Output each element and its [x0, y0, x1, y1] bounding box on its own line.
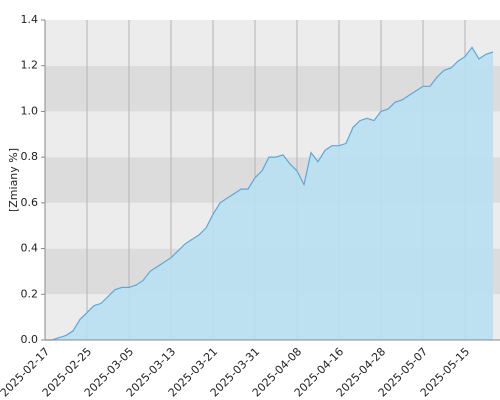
- y-tick-label: 0.6: [21, 196, 39, 209]
- y-tick-label: 0.0: [21, 333, 39, 346]
- y-axis-label: [Zmiany %]: [7, 148, 20, 212]
- y-tick-label: 0.2: [21, 287, 39, 300]
- area: [45, 47, 493, 341]
- grid-band: [45, 20, 500, 66]
- y-tick-label: 1.4: [21, 13, 39, 26]
- y-tick-label: 1.0: [21, 104, 39, 117]
- y-tick-label: 1.2: [21, 59, 39, 72]
- y-tick-label: 0.8: [21, 150, 39, 163]
- y-tick-label: 0.4: [21, 242, 39, 255]
- line: [45, 46, 494, 341]
